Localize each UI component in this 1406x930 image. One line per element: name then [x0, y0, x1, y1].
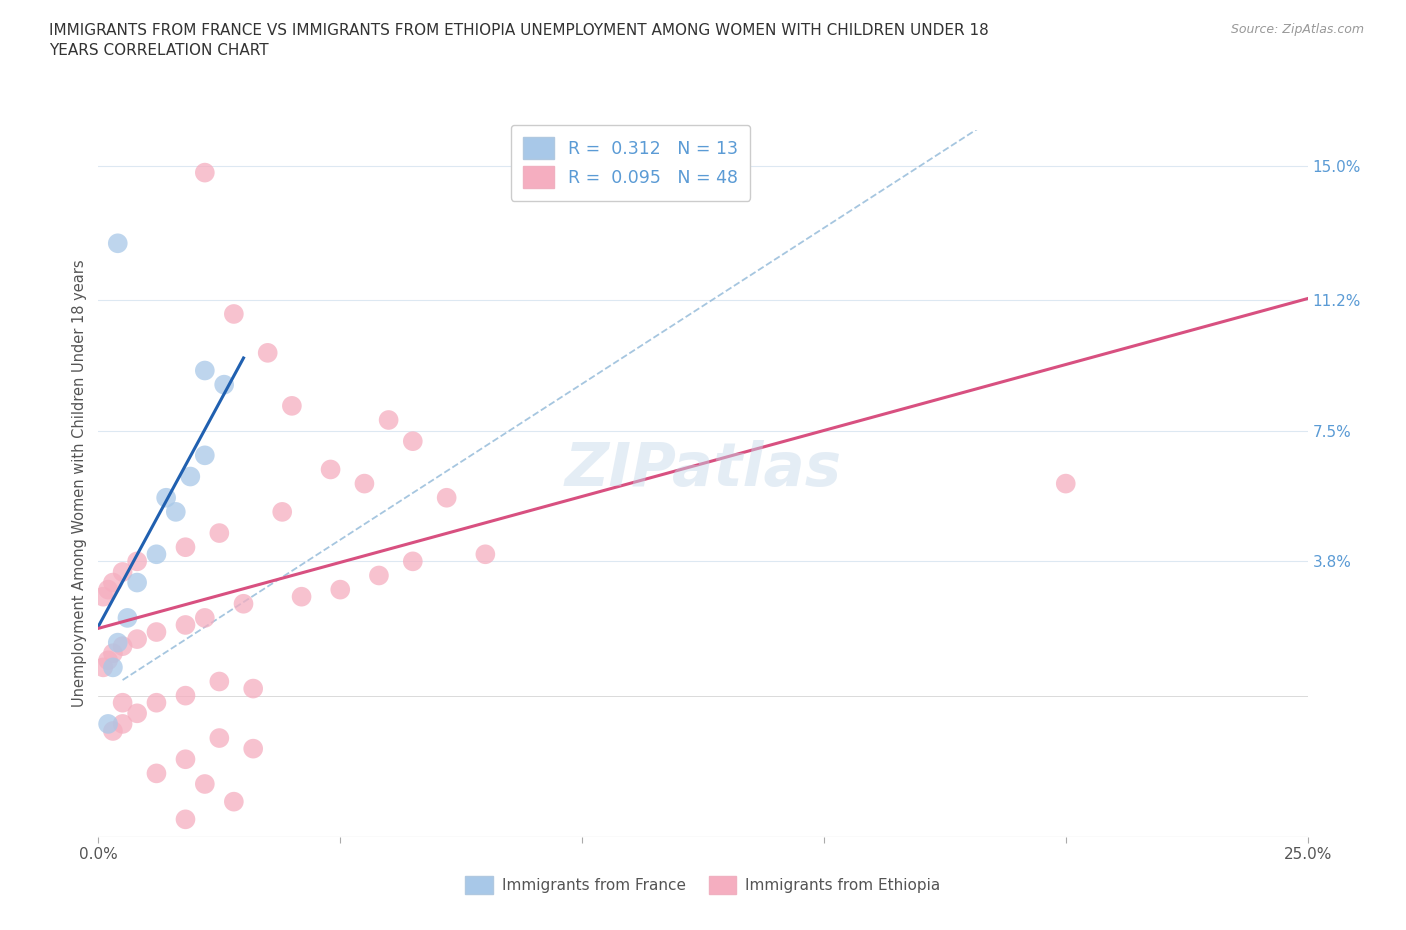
- Point: [101, 645, 124, 660]
- Point: [319, 462, 342, 477]
- Point: [474, 547, 496, 562]
- Point: [174, 812, 197, 827]
- Point: [101, 660, 124, 675]
- Point: [212, 378, 235, 392]
- Point: [107, 236, 129, 251]
- Point: [174, 751, 197, 766]
- Point: [174, 539, 197, 554]
- Point: [1054, 476, 1077, 491]
- Point: [97, 653, 120, 668]
- Point: [377, 413, 399, 428]
- Y-axis label: Unemployment Among Women with Children Under 18 years: Unemployment Among Women with Children U…: [72, 259, 87, 708]
- Point: [111, 565, 134, 579]
- Point: [127, 575, 149, 590]
- Point: [402, 433, 425, 448]
- Point: [368, 568, 391, 583]
- Point: [145, 547, 167, 562]
- Point: [208, 674, 231, 689]
- Legend: Immigrants from France, Immigrants from Ethiopia: Immigrants from France, Immigrants from …: [460, 870, 946, 900]
- Text: Source: ZipAtlas.com: Source: ZipAtlas.com: [1230, 23, 1364, 36]
- Point: [101, 724, 124, 738]
- Point: [127, 554, 149, 569]
- Point: [117, 610, 139, 625]
- Point: [290, 590, 312, 604]
- Point: [242, 741, 264, 756]
- Point: [179, 469, 201, 484]
- Point: [91, 660, 114, 675]
- Point: [127, 631, 149, 646]
- Point: [107, 635, 129, 650]
- Point: [353, 476, 375, 491]
- Point: [155, 87, 177, 102]
- Point: [155, 490, 177, 505]
- Point: [101, 575, 124, 590]
- Point: [91, 590, 114, 604]
- Point: [174, 618, 197, 632]
- Point: [222, 794, 245, 809]
- Point: [402, 554, 425, 569]
- Point: [208, 731, 231, 746]
- Point: [174, 688, 197, 703]
- Point: [194, 448, 217, 463]
- Point: [194, 363, 217, 378]
- Point: [97, 716, 120, 731]
- Point: [208, 525, 231, 540]
- Point: [242, 681, 264, 696]
- Point: [97, 582, 120, 597]
- Point: [194, 610, 217, 625]
- Point: [256, 345, 278, 360]
- Point: [232, 596, 254, 611]
- Point: [111, 639, 134, 654]
- Point: [145, 696, 167, 711]
- Text: ZIPatlas: ZIPatlas: [564, 440, 842, 499]
- Point: [111, 716, 134, 731]
- Point: [436, 490, 458, 505]
- Point: [271, 504, 294, 519]
- Text: IMMIGRANTS FROM FRANCE VS IMMIGRANTS FROM ETHIOPIA UNEMPLOYMENT AMONG WOMEN WITH: IMMIGRANTS FROM FRANCE VS IMMIGRANTS FRO…: [49, 23, 988, 58]
- Point: [194, 166, 217, 180]
- Point: [145, 625, 167, 640]
- Point: [329, 582, 352, 597]
- Point: [165, 504, 187, 519]
- Point: [145, 766, 167, 781]
- Point: [127, 706, 149, 721]
- Point: [111, 696, 134, 711]
- Point: [194, 777, 217, 791]
- Point: [281, 398, 304, 413]
- Point: [222, 307, 245, 322]
